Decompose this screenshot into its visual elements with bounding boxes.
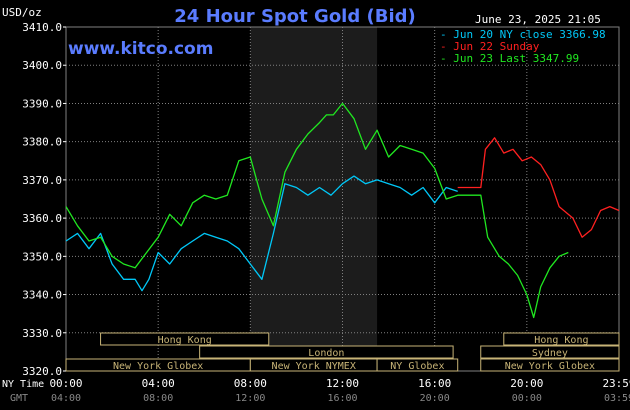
session-label: NY Globex	[390, 361, 444, 372]
x-tick-label-gmt: 16:00	[327, 393, 357, 404]
legend-entry: - Jun 20 NY close 3366.98	[440, 28, 606, 41]
session-box: NY Globex	[376, 358, 459, 372]
x-axis-ticks: 00:00 04:00 08:00 12:00 16:00 20:00 23:59 04:00…	[49, 377, 630, 404]
session-box: Hong Kong	[100, 332, 270, 346]
y-axis-ticks: 3410.0 3400.0 3390.0 3380.0 3370.0 3360.0 3350…	[22, 21, 66, 378]
x-tick-label-gmt: 12:00	[235, 393, 265, 404]
x-tick-label-gmt: 08:00	[143, 393, 173, 404]
y-tick-label: 3400.0	[22, 59, 62, 72]
y-tick-label: 3380.0	[22, 136, 62, 149]
legend-entry: - Jun 23 Last 3347.99	[440, 52, 579, 65]
session-box: London	[199, 345, 454, 359]
session-box: New York Globex	[65, 358, 251, 372]
session-label: Hong Kong	[158, 335, 212, 346]
trading-sessions: Hong Kong London New York Globex New York N…	[65, 332, 620, 372]
series-line	[65, 175, 458, 292]
chart-timestamp: June 23, 2025 21:05	[475, 13, 601, 26]
x-tick-label-ny: 16:00	[418, 377, 451, 390]
legend: - Jun 20 NY close 3366.98- Jun 22 Sunday…	[440, 28, 606, 65]
x-axis-ny-time-label: NY Time	[2, 379, 44, 390]
y-tick-label: 3350.0	[22, 250, 62, 263]
session-box: Sydney	[480, 345, 620, 359]
x-tick-label-ny: 04:00	[142, 377, 175, 390]
session-label: New York NYMEX	[272, 361, 356, 372]
x-tick-label-ny: 23:59	[602, 377, 630, 390]
x-tick-label-gmt: 20:00	[420, 393, 450, 404]
y-tick-label: 3370.0	[22, 174, 62, 187]
session-box: Hong Kong	[503, 332, 620, 346]
y-tick-label: 3390.0	[22, 97, 62, 110]
series-line	[65, 102, 569, 319]
price-series	[65, 102, 620, 319]
series-line	[457, 137, 620, 238]
x-tick-label-gmt: 00:00	[512, 393, 542, 404]
y-tick-label: 3410.0	[22, 21, 62, 34]
session-box-frame	[376, 358, 459, 372]
session-label: New York Globex	[113, 361, 203, 372]
chart-title: 24 Hour Spot Gold (Bid)	[174, 6, 415, 27]
y-tick-label: 3320.0	[22, 365, 62, 378]
session-label: New York Globex	[505, 361, 595, 372]
session-box-frame	[100, 332, 270, 346]
nymex-shaded-region	[250, 27, 378, 371]
x-tick-label-ny: 20:00	[510, 377, 543, 390]
x-tick-label-ny: 08:00	[234, 377, 267, 390]
y-tick-label: 3330.0	[22, 327, 62, 340]
x-axis-gmt-label: GMT	[10, 393, 28, 404]
x-tick-label-gmt: 04:00	[51, 393, 81, 404]
session-box: New York Globex	[480, 358, 620, 372]
y-tick-label: 3340.0	[22, 289, 62, 302]
session-box: New York NYMEX	[249, 358, 378, 372]
x-tick-label-gmt: 03:59	[604, 393, 630, 404]
x-tick-label-ny: 00:00	[49, 377, 82, 390]
session-box-frame	[480, 358, 620, 372]
x-tick-label-ny: 12:00	[326, 377, 359, 390]
session-label: London	[308, 348, 344, 359]
session-box-frame	[480, 345, 620, 359]
y-axis-unit-label: USD/oz	[2, 6, 42, 19]
session-box-frame	[503, 332, 620, 346]
kitco-watermark: www.kitco.com	[68, 39, 213, 59]
y-tick-label: 3360.0	[22, 212, 62, 225]
legend-entry: - Jun 22 Sunday	[440, 40, 540, 53]
session-label: Hong Kong	[534, 335, 588, 346]
session-label: Sydney	[532, 348, 568, 359]
session-box-frame	[199, 345, 454, 359]
